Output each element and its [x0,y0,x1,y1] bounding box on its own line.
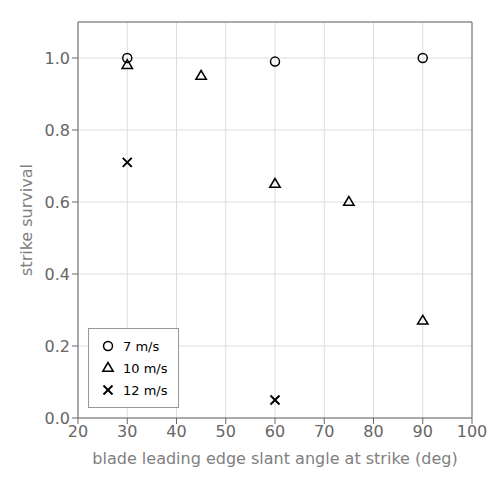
svg-text:1.0: 1.0 [45,49,70,68]
svg-text:0.2: 0.2 [45,337,70,356]
svg-text:100: 100 [457,422,488,441]
svg-text:0.0: 0.0 [45,409,70,428]
html-text:12 m/s: 12 m/s [123,382,168,398]
svg-text:50: 50 [216,422,236,441]
html-text:7 m/s: 7 m/s [123,338,160,354]
svg-text:0.6: 0.6 [45,193,70,212]
svg-text:90: 90 [413,422,433,441]
svg-text:0.8: 0.8 [45,121,70,140]
svg-text:40: 40 [166,422,186,441]
svg-text:0.4: 0.4 [45,265,70,284]
svg-text:60: 60 [265,422,285,441]
svg-text:20: 20 [68,422,88,441]
svg-text:30: 30 [117,422,137,441]
svg-text:80: 80 [363,422,383,441]
html-text:10 m/s: 10 m/s [123,360,168,376]
svg-text:blade leading edge slant angle: blade leading edge slant angle at strike… [92,449,457,468]
svg-text:strike survival: strike survival [17,164,36,276]
svg-text:70: 70 [314,422,334,441]
